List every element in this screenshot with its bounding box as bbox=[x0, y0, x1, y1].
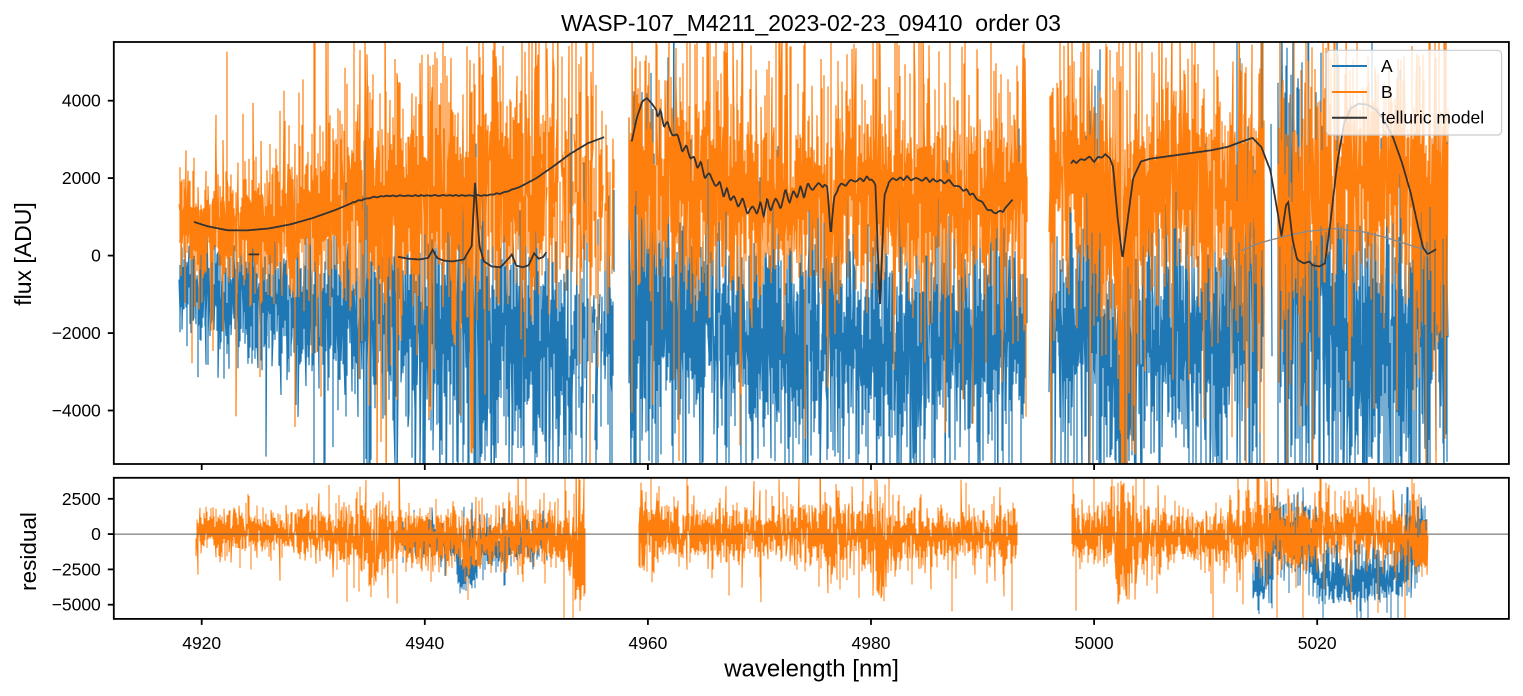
svg-text:A: A bbox=[1381, 56, 1393, 76]
svg-text:4920: 4920 bbox=[182, 633, 221, 653]
svg-text:4000: 4000 bbox=[62, 91, 101, 111]
svg-text:4940: 4940 bbox=[405, 633, 444, 653]
svg-text:wavelength [nm]: wavelength [nm] bbox=[723, 656, 899, 683]
svg-text:−4000: −4000 bbox=[52, 401, 101, 421]
svg-text:5020: 5020 bbox=[1298, 633, 1337, 653]
svg-text:−2500: −2500 bbox=[52, 559, 101, 579]
svg-text:0: 0 bbox=[91, 524, 101, 544]
svg-text:telluric model: telluric model bbox=[1381, 108, 1484, 128]
svg-text:WASP-107_M4211_2023-02-23_0941: WASP-107_M4211_2023-02-23_09410 order 03 bbox=[561, 10, 1061, 36]
svg-text:B: B bbox=[1381, 82, 1393, 102]
svg-text:−5000: −5000 bbox=[52, 595, 101, 615]
svg-text:residual: residual bbox=[16, 512, 41, 591]
svg-text:flux [ADU]: flux [ADU] bbox=[10, 202, 36, 306]
svg-text:2000: 2000 bbox=[62, 168, 101, 188]
svg-text:−2000: −2000 bbox=[52, 323, 101, 343]
svg-text:5000: 5000 bbox=[1075, 633, 1114, 653]
svg-text:2500: 2500 bbox=[62, 489, 101, 509]
svg-text:4980: 4980 bbox=[852, 633, 891, 653]
svg-text:4960: 4960 bbox=[628, 633, 667, 653]
svg-text:0: 0 bbox=[91, 246, 101, 266]
